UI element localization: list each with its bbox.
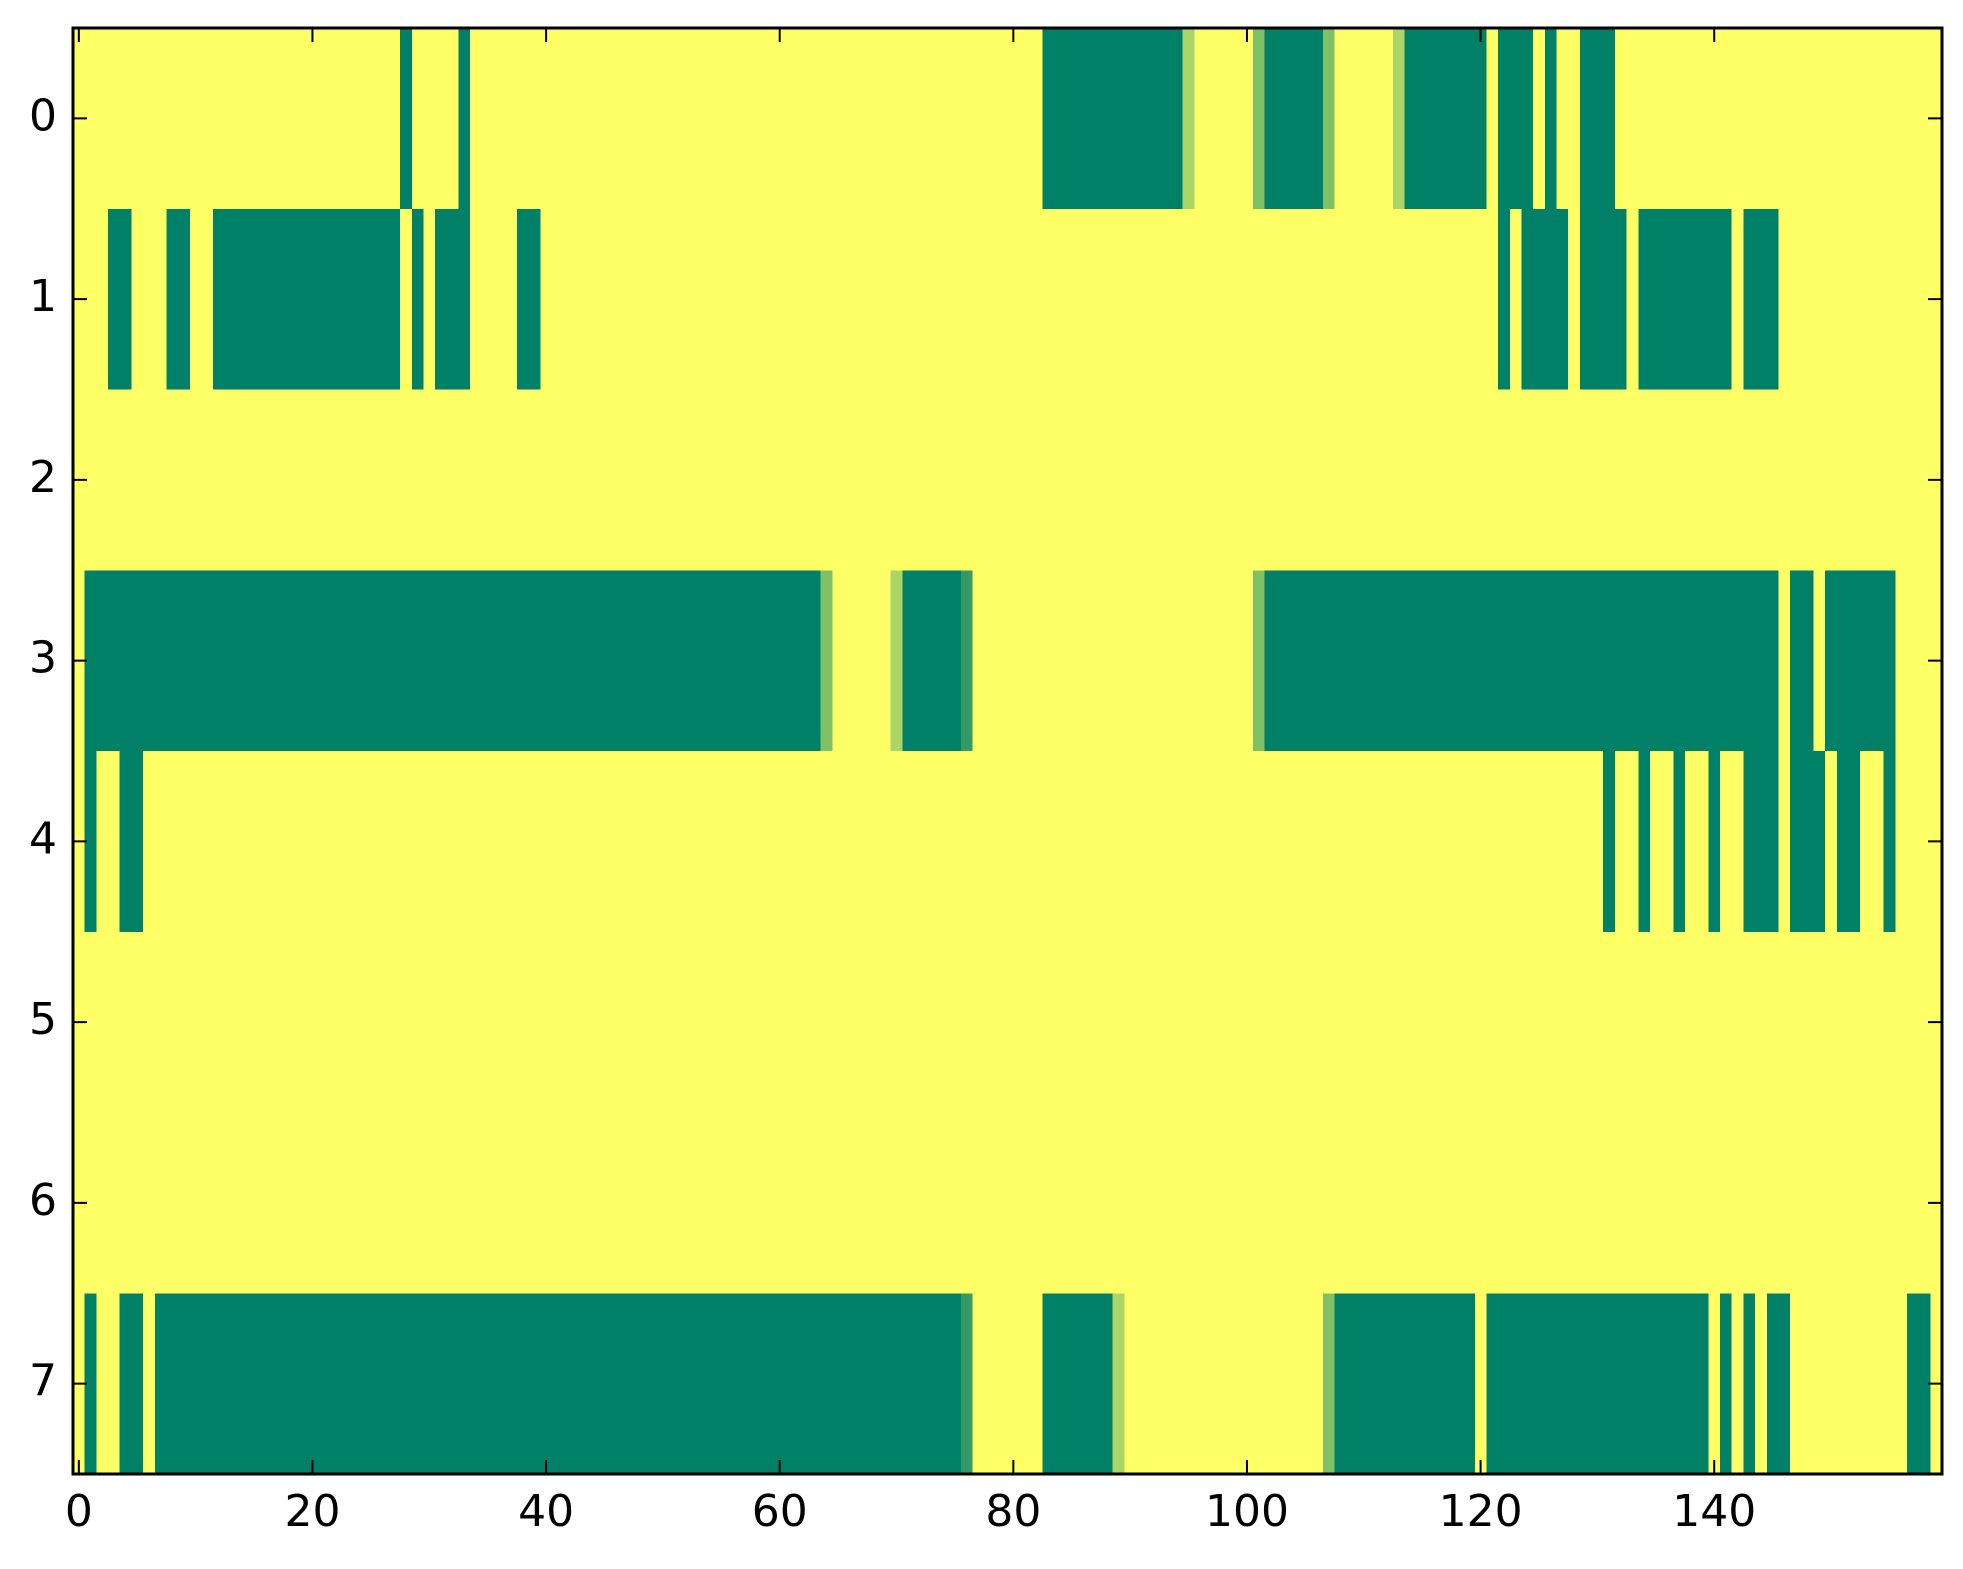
y-tick-label: 7	[29, 1356, 57, 1407]
heatmap-cell-row-4	[1836, 751, 1861, 932]
heatmap-cell-row-3	[1790, 570, 1814, 751]
heatmap-cell-row-3	[84, 570, 821, 751]
x-tick-label: 100	[1205, 1486, 1289, 1537]
heatmap-cell-row-1	[1638, 208, 1732, 390]
heatmap-cell-row-0	[1182, 28, 1195, 209]
heatmap-cell-row-7	[1743, 1293, 1756, 1474]
y-tick-label: 5	[29, 994, 57, 1045]
heatmap-cell-row-7	[1322, 1293, 1335, 1474]
heatmap-cell-row-4	[1603, 751, 1615, 932]
heatmap-cell-row-4	[84, 751, 97, 932]
heatmap-cell-row-4	[1743, 751, 1779, 932]
heatmap-cell-row-0	[1392, 28, 1405, 209]
x-tick-label: 0	[65, 1486, 93, 1537]
x-tick-label: 60	[752, 1486, 808, 1537]
heatmap-cell-row-0	[1544, 28, 1557, 209]
heatmap-cell-row-7	[119, 1293, 144, 1474]
x-tick-label: 140	[1672, 1486, 1756, 1537]
heatmap-cell-row-1	[411, 208, 424, 390]
heatmap-cell-row-0	[458, 28, 471, 209]
heatmap-cell-row-0	[1404, 28, 1487, 209]
heatmap-cell-row-4	[1673, 751, 1686, 932]
x-tick-label: 120	[1439, 1486, 1523, 1537]
heatmap-cell-row-0	[1252, 28, 1265, 209]
plot-frame	[71, 26, 1944, 1476]
x-tick-label: 40	[518, 1486, 574, 1537]
heatmap-cell-row-7	[1906, 1293, 1931, 1474]
y-tick-label: 4	[29, 813, 57, 864]
heatmap-cell-row-3	[1252, 570, 1265, 751]
heatmap-cell-row-7	[1042, 1293, 1113, 1474]
heatmap-cell-row-0	[1322, 28, 1335, 209]
y-tick-label: 6	[29, 1175, 57, 1226]
heatmap-cell-row-4	[1638, 751, 1650, 932]
y-tick-label: 3	[29, 633, 57, 684]
tick-labels: 0 20 40 60 80 100 120 140 0 1 2 3 4 5 6 7	[29, 90, 1756, 1537]
heatmap-cell-row-1	[516, 208, 541, 390]
heatmap-cell-row-4	[1708, 751, 1721, 932]
heatmap-cell-row-7	[1720, 1293, 1732, 1474]
y-tick-label: 0	[29, 90, 57, 141]
heatmap-cell-row-3	[960, 570, 973, 751]
heatmap-cell-row-1	[1498, 208, 1510, 390]
heatmap-cell-row-7	[1766, 1293, 1791, 1474]
heatmap-cell-row-0	[400, 28, 412, 209]
heatmap-cell-row-3	[902, 570, 961, 751]
axis-ticks	[73, 28, 1942, 1474]
heatmap-cell-row-7	[1112, 1293, 1125, 1474]
heatmap-cell-row-7	[84, 1293, 97, 1474]
heatmap-cell-row-4	[1790, 751, 1826, 932]
y-tick-label: 2	[29, 452, 57, 503]
heatmap-cell-row-1	[1579, 208, 1627, 390]
heatmap-cell-row-0	[1042, 28, 1183, 209]
heatmap-cell-row-0	[1579, 28, 1615, 209]
heatmap-cell-row-7	[1486, 1293, 1709, 1474]
heatmap-cells	[73, 28, 1942, 1474]
heatmap-cell-row-1	[108, 208, 132, 390]
heatmap-cell-row-0	[1498, 28, 1534, 209]
y-tick-label: 1	[29, 271, 57, 322]
heatmap-cell-row-1	[213, 208, 401, 390]
heatmap-cell-row-3	[820, 570, 833, 751]
heatmap-cell-row-7	[960, 1293, 973, 1474]
heatmap-cell-row-1	[1743, 208, 1779, 390]
heatmap-cell-row-0	[1264, 28, 1323, 209]
x-tick-label: 80	[985, 1486, 1041, 1537]
heatmap-cell-row-7	[154, 1293, 961, 1474]
heatmap-cell-row-1	[435, 208, 471, 390]
heatmap-cell-row-4	[1883, 751, 1896, 932]
heatmap-cell-row-7	[1334, 1293, 1475, 1474]
heatmap-cell-row-3	[1825, 570, 1896, 751]
heatmap-cell-row-3	[1264, 570, 1779, 751]
heatmap-cell-row-1	[1521, 208, 1569, 390]
heatmap-cell-row-4	[119, 751, 144, 932]
x-tick-label: 20	[284, 1486, 340, 1537]
heatmap-cell-row-1	[166, 208, 190, 390]
heatmap-cell-row-3	[890, 570, 903, 751]
